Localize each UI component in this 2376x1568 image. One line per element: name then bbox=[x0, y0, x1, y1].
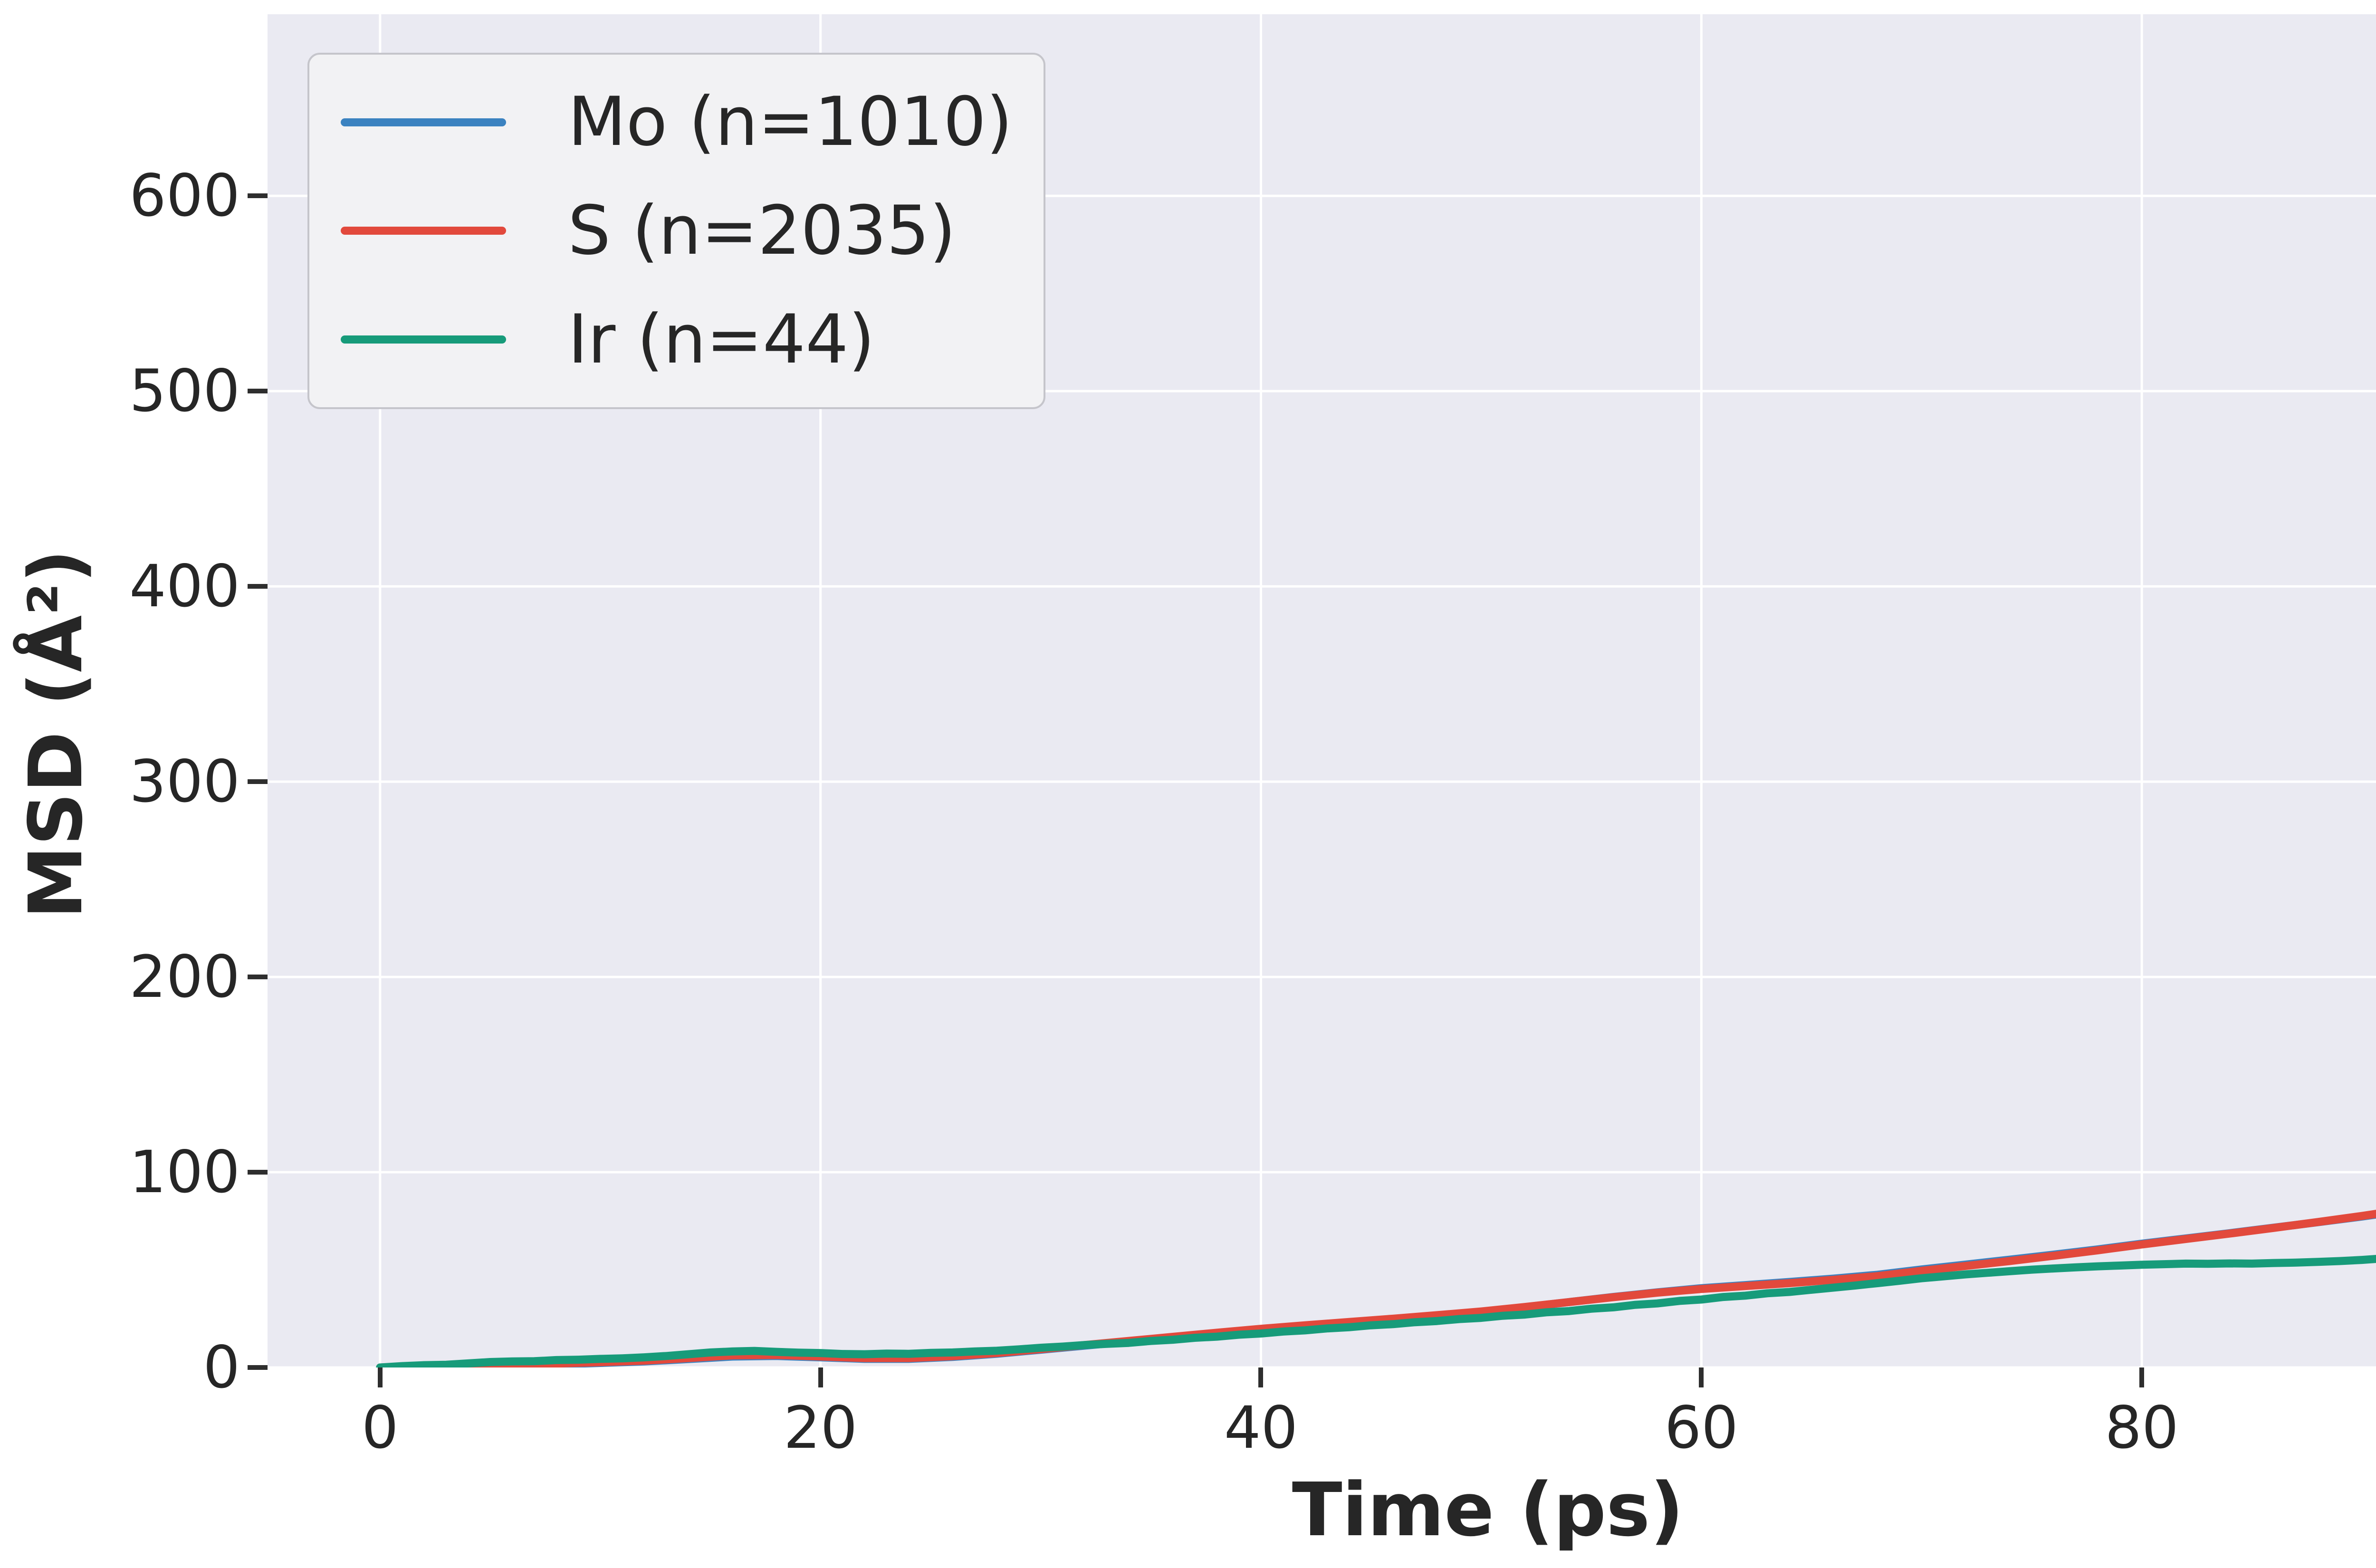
x-tick-label-60: 60 bbox=[1664, 1394, 1738, 1462]
legend-label-s: S (n=2035) bbox=[568, 191, 956, 270]
y-tick-mark-0 bbox=[248, 1365, 268, 1370]
y-tick-mark-200 bbox=[248, 975, 268, 980]
y-tick-label-300: 300 bbox=[129, 748, 240, 816]
series-line-ir bbox=[376, 1254, 2376, 1367]
legend-label-mo: Mo (n=1010) bbox=[568, 83, 1013, 162]
legend-line-swatch-s bbox=[341, 227, 506, 235]
legend-item-ir: Ir (n=44) bbox=[309, 304, 1044, 375]
y-axis-label: MSD (Å²) bbox=[13, 549, 99, 919]
series-line-mo bbox=[376, 1210, 2376, 1367]
x-tick-label-80: 80 bbox=[2105, 1394, 2179, 1462]
legend-item-mo: Mo (n=1010) bbox=[309, 86, 1044, 158]
legend-item-s: S (n=2035) bbox=[309, 195, 1044, 267]
y-tick-label-100: 100 bbox=[129, 1138, 240, 1206]
y-tick-label-400: 400 bbox=[129, 553, 240, 621]
y-tick-label-600: 600 bbox=[129, 162, 240, 230]
y-tick-mark-100 bbox=[248, 1170, 268, 1175]
x-tick-mark-80 bbox=[2139, 1367, 2145, 1387]
legend-line-swatch-mo bbox=[341, 118, 506, 126]
legend-line-swatch-ir bbox=[341, 335, 506, 344]
series-line-s bbox=[376, 1210, 2376, 1367]
x-tick-label-40: 40 bbox=[1224, 1394, 1298, 1462]
x-tick-mark-40 bbox=[1258, 1367, 1264, 1387]
legend-label-ir: Ir (n=44) bbox=[568, 300, 875, 379]
x-tick-mark-60 bbox=[1699, 1367, 1704, 1387]
x-tick-label-20: 20 bbox=[784, 1394, 858, 1462]
y-tick-mark-500 bbox=[248, 389, 268, 394]
plot-canvas bbox=[268, 14, 2376, 1367]
y-tick-mark-300 bbox=[248, 779, 268, 784]
y-tick-label-0: 0 bbox=[203, 1334, 240, 1401]
y-tick-mark-600 bbox=[248, 193, 268, 199]
y-tick-label-200: 200 bbox=[129, 943, 240, 1011]
y-tick-label-500: 500 bbox=[129, 357, 240, 425]
x-tick-mark-0 bbox=[377, 1367, 383, 1387]
x-tick-label-0: 0 bbox=[361, 1394, 399, 1462]
y-tick-mark-400 bbox=[248, 584, 268, 589]
x-tick-mark-20 bbox=[818, 1367, 823, 1387]
legend: Mo (n=1010) S (n=2035) Ir (n=44) bbox=[307, 53, 1045, 409]
x-axis-label: Time (ps) bbox=[1292, 1467, 1684, 1553]
